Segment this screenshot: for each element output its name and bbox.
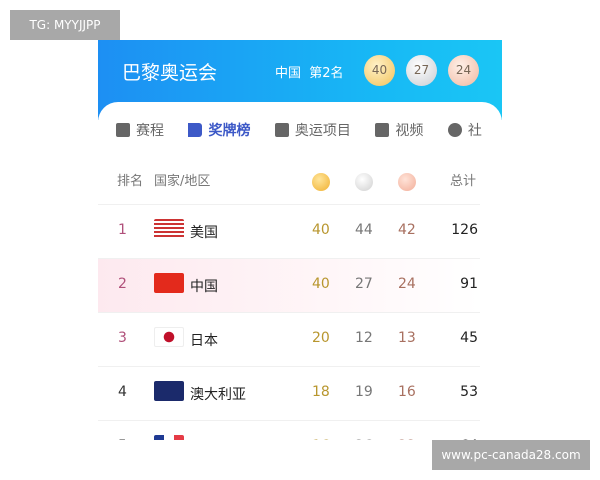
header-country: 国家/地区 <box>154 174 211 189</box>
tab-videos[interactable]: 视频 <box>375 120 423 140</box>
bronze-count: 24 <box>398 276 416 292</box>
bronze-count: 13 <box>398 330 416 346</box>
country-flag-icon <box>154 219 184 239</box>
gold-count: 40 <box>312 276 330 292</box>
silver-medal-badge: 27 <box>406 55 437 86</box>
silver-medal-icon <box>355 173 373 191</box>
silver-count: 44 <box>355 222 373 238</box>
total-count: 53 <box>460 384 478 400</box>
gold-count: 18 <box>312 384 330 400</box>
gold-count: 40 <box>312 222 330 238</box>
calendar-icon <box>116 123 130 137</box>
gold-count: 16 <box>312 438 330 440</box>
page-title: 巴黎奥运会 <box>122 62 218 84</box>
medal-table-card: 巴黎奥运会 中国 第2名 40 27 24 赛程 奖牌榜 奥运项目 视频 社 排… <box>98 40 502 440</box>
table-row[interactable]: 5 法国 16 26 22 64 <box>98 420 480 440</box>
rank: 4 <box>118 384 127 400</box>
gold-count: 20 <box>312 330 330 346</box>
country-name: 澳大利亚 <box>190 387 246 403</box>
bronze-count: 22 <box>398 438 416 440</box>
grid-icon <box>274 123 289 137</box>
tab-bar: 赛程 奖牌榜 奥运项目 视频 社 <box>116 120 502 141</box>
header-total: 总计 <box>450 174 477 189</box>
tab-sports[interactable]: 奥运项目 <box>274 120 351 140</box>
silver-count: 26 <box>355 438 373 440</box>
watermark-top: TG: MYYJJPP <box>10 10 120 40</box>
country-flag-icon <box>154 381 184 401</box>
country-flag-icon <box>154 273 184 293</box>
tab-schedule[interactable]: 赛程 <box>116 120 164 140</box>
total-count: 45 <box>460 330 478 346</box>
total-count: 91 <box>460 276 478 292</box>
silver-count: 12 <box>355 330 373 346</box>
gold-medal-icon <box>312 173 330 191</box>
watermark-bottom: www.pc-canada28.com <box>432 440 590 470</box>
total-count: 64 <box>460 438 478 440</box>
table-row[interactable]: 3 日本 20 12 13 45 <box>98 312 480 366</box>
tab-medals[interactable]: 奖牌榜 <box>188 120 250 140</box>
country-flag-icon <box>154 327 184 347</box>
rank: 3 <box>118 330 127 346</box>
bronze-count: 16 <box>398 384 416 400</box>
table-row[interactable]: 4 澳大利亚 18 19 16 53 <box>98 366 480 420</box>
country-rank: 中国 第2名 <box>275 66 344 81</box>
rank: 5 <box>118 438 127 440</box>
play-icon <box>375 123 390 137</box>
tab-community[interactable]: 社 <box>447 120 482 140</box>
country-name: 法国 <box>190 438 218 440</box>
table-row[interactable]: 1 美国 40 44 42 126 <box>98 204 480 258</box>
bronze-medal-icon <box>398 173 416 191</box>
country-name: 日本 <box>190 333 218 349</box>
bronze-medal-badge: 24 <box>448 55 479 86</box>
rank: 2 <box>118 276 127 292</box>
country-name: 美国 <box>190 225 218 241</box>
gold-medal-badge: 40 <box>364 55 395 86</box>
rank: 1 <box>118 222 127 238</box>
country-flag-icon <box>154 435 184 440</box>
table-row[interactable]: 2 中国 40 27 24 91 <box>98 258 480 312</box>
silver-count: 19 <box>355 384 373 400</box>
country-name: 中国 <box>190 279 218 295</box>
total-count: 126 <box>451 222 478 238</box>
bronze-count: 42 <box>398 222 416 238</box>
silver-count: 27 <box>355 276 373 292</box>
chat-icon <box>447 123 462 137</box>
flag-icon <box>188 123 203 137</box>
content-panel: 赛程 奖牌榜 奥运项目 视频 社 排名 国家/地区 总计 1 美国 40 44 … <box>98 102 502 440</box>
header-rank: 排名 <box>117 174 144 189</box>
